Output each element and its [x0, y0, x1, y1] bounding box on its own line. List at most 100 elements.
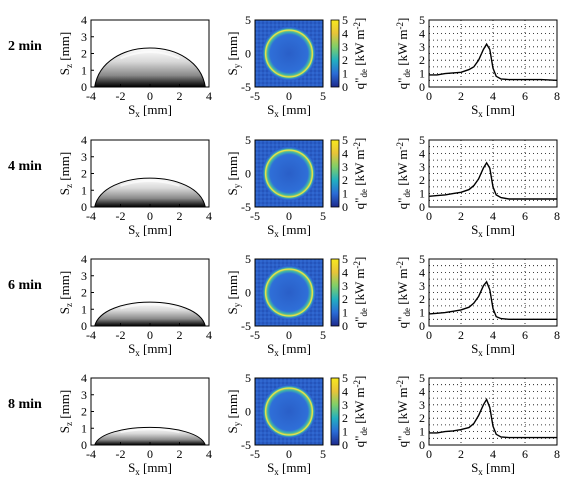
- label-part: -2: [395, 142, 405, 150]
- y-tick-label: 5: [419, 13, 425, 27]
- label-part: -2: [352, 22, 362, 30]
- label-part: ]: [352, 18, 367, 22]
- y-tick-label: 1: [81, 183, 87, 197]
- colorbar-label: q"de [kW m-2]: [352, 138, 369, 210]
- label-part: [kW m: [352, 150, 367, 189]
- y-tick-label: 3: [81, 150, 87, 164]
- heat-flux-ring: [262, 146, 316, 201]
- y-tick-label: 1: [419, 425, 425, 439]
- x-tick-label: 0: [426, 328, 432, 342]
- label-part: S: [267, 341, 274, 356]
- label-part: S: [57, 188, 72, 195]
- y-tick-label: 3: [81, 388, 87, 402]
- x-tick-label: 8: [554, 89, 560, 103]
- x-tick-label: 0: [147, 328, 153, 342]
- colorbar-label: q"de [kW m-2]: [352, 257, 369, 329]
- x-tick-label: 2: [458, 328, 464, 342]
- y-tick-label: 0: [245, 405, 251, 419]
- y-tick-label: 4: [419, 384, 425, 398]
- label-part: [mm]: [225, 271, 240, 303]
- colorbar-tick-label: 3: [342, 40, 348, 54]
- x-tick-label: 6: [522, 89, 528, 103]
- x-tick-label: 0: [426, 447, 432, 461]
- label-part: S: [471, 102, 478, 117]
- x-tick-label: 2: [177, 447, 183, 461]
- label-part: x: [274, 348, 279, 358]
- label-part: S: [225, 68, 240, 75]
- label-part: z: [64, 422, 74, 426]
- y-tick-label: 5: [419, 252, 425, 266]
- y-tick-label: 5: [245, 133, 251, 147]
- label-part: S: [225, 188, 240, 195]
- label-part: [kW m: [395, 388, 410, 427]
- label-part: q": [352, 78, 367, 90]
- y-tick-label: 4: [419, 265, 425, 279]
- map-y-axis-label: Sy [mm]: [225, 152, 242, 196]
- x-tick-label: 4: [206, 328, 212, 342]
- y-tick-label: 0: [245, 286, 251, 300]
- label-part: y: [232, 302, 242, 307]
- x-tick-label: 4: [206, 209, 212, 223]
- colorbar-tick-label: 0: [342, 438, 348, 452]
- label-part: x: [135, 109, 140, 119]
- x-tick-label: -5: [250, 447, 260, 461]
- label-part: [mm]: [279, 341, 311, 356]
- map-x-axis-label: Sx [mm]: [267, 460, 311, 477]
- x-tick-label: 2: [458, 447, 464, 461]
- colorbar-tick-label: 0: [342, 80, 348, 94]
- y-tick-label: 0: [245, 47, 251, 61]
- colorbar-label: q"de [kW m-2]: [352, 18, 369, 90]
- y-tick-label: 4: [81, 252, 87, 266]
- x-tick-label: 6: [522, 328, 528, 342]
- label-part: ]: [395, 376, 410, 380]
- y-tick-label: 2: [81, 167, 87, 181]
- label-part: [mm]: [140, 460, 172, 475]
- droplet-highlight: [120, 50, 180, 60]
- label-part: q": [395, 198, 410, 210]
- x-tick-label: 4: [490, 89, 496, 103]
- y-tick-label: 4: [81, 13, 87, 27]
- heat-flux-ring-peak: [264, 29, 314, 78]
- x-tick-label: 2: [177, 209, 183, 223]
- profile-y-axis-label: Sz [mm]: [57, 32, 74, 75]
- colorbar: [330, 258, 340, 327]
- y-tick-label: 5: [245, 13, 251, 27]
- label-part: [kW m: [352, 388, 367, 427]
- x-tick-label: 0: [426, 209, 432, 223]
- label-part: x: [135, 348, 140, 358]
- x-tick-label: 0: [286, 328, 292, 342]
- y-tick-label: 2: [81, 405, 87, 419]
- colorbar-tick-label: 1: [342, 187, 348, 201]
- line-x-axis-label: Sx [mm]: [471, 341, 515, 358]
- x-tick-label: 2: [458, 209, 464, 223]
- heat-flux-ring-peak: [264, 387, 314, 436]
- colorbar-tick-label: 3: [342, 279, 348, 293]
- y-tick-label: 5: [419, 371, 425, 385]
- heat-flux-line: [429, 42, 558, 81]
- line-x-axis-label: Sx [mm]: [471, 222, 515, 239]
- x-tick-label: -5: [250, 89, 260, 103]
- label-part: ]: [395, 18, 410, 22]
- map-x-axis-label: Sx [mm]: [267, 102, 311, 119]
- y-tick-label: 0: [81, 438, 87, 452]
- label-part: ]: [352, 138, 367, 142]
- x-tick-label: 4: [206, 447, 212, 461]
- heat-flux-line: [429, 397, 557, 439]
- label-part: x: [135, 467, 140, 477]
- label-part: S: [267, 222, 274, 237]
- row-time-label: 4 min: [8, 159, 42, 174]
- label-part: ]: [352, 376, 367, 380]
- label-part: S: [128, 460, 135, 475]
- row-time-label: 8 min: [8, 397, 42, 412]
- y-tick-label: 0: [81, 80, 87, 94]
- label-part: [mm]: [483, 102, 515, 117]
- heat-flux-ring: [262, 384, 316, 439]
- x-tick-label: -5: [250, 328, 260, 342]
- profile-x-axis-label: Sx [mm]: [128, 102, 172, 119]
- x-tick-label: 6: [522, 447, 528, 461]
- profile-x-axis-label: Sx [mm]: [128, 341, 172, 358]
- line-y-axis-label: q"de [kW m-2]: [395, 18, 412, 90]
- label-part: de: [402, 189, 412, 198]
- x-tick-label: -4: [86, 89, 96, 103]
- label-part: S: [471, 341, 478, 356]
